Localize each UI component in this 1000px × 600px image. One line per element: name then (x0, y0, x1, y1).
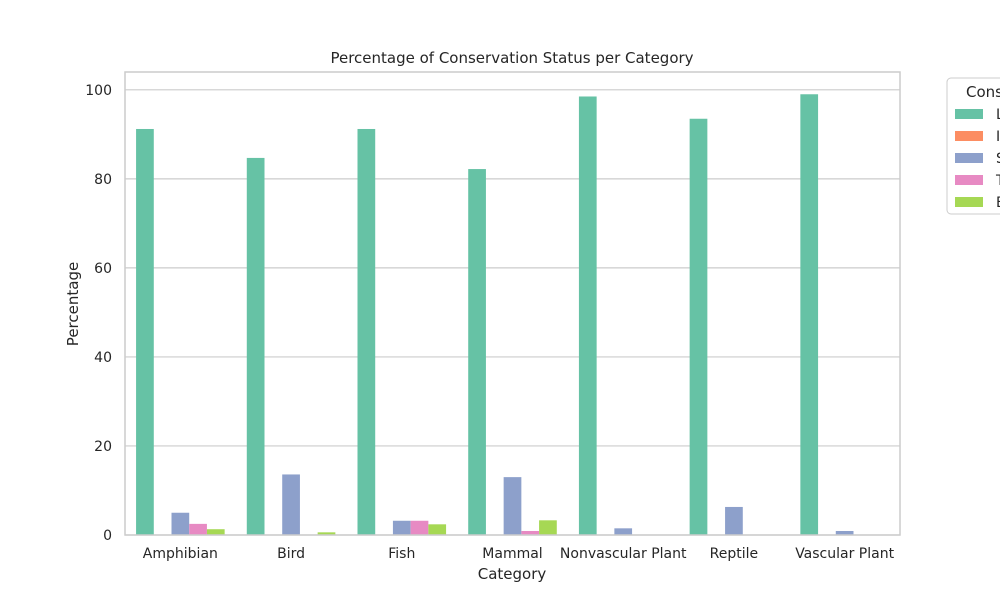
bar-s-bird (282, 474, 300, 535)
bar-l-reptile (689, 118, 708, 536)
bar-t-fish (410, 520, 429, 535)
x-tick-label: Amphibian (143, 546, 218, 562)
legend-swatch-i (955, 131, 983, 141)
legend-swatch-t (955, 175, 983, 185)
x-tick-label: Mammal (482, 546, 542, 562)
legend-label-s: S (996, 151, 1000, 167)
bar-e-fish (428, 524, 447, 535)
x-tick-label: Reptile (710, 546, 758, 562)
bar-l-vascular-plant (800, 94, 819, 535)
y-tick-label: 40 (94, 350, 112, 366)
plot-area: 0 20 40 60 80 100 Amphibian Bird Fish Mammal Nonva… (85, 71, 901, 562)
legend-label-t: T (995, 173, 1000, 189)
bar-s-nonvascular-plant (614, 528, 633, 535)
bar-l-fish (357, 128, 376, 535)
chart-title: Percentage of Conservation Status per Ca… (330, 49, 693, 67)
legend-title: Cons (966, 83, 1000, 101)
bar-l-nonvascular-plant (578, 96, 597, 535)
y-tick-label: 60 (94, 261, 112, 277)
plot-frame (124, 71, 901, 536)
y-tick-label: 100 (85, 83, 112, 99)
bar-s-reptile (725, 506, 743, 535)
bar-s-vascular-plant (835, 530, 854, 535)
bar-t-amphibian (189, 523, 207, 535)
bar-e-amphibian (206, 529, 225, 535)
y-tick-label: 0 (103, 528, 112, 544)
bar-e-mammal (539, 520, 557, 535)
legend: Cons LISTE (946, 77, 1000, 215)
legend-label-e: E (996, 195, 1000, 211)
bar-t-mammal (521, 530, 540, 535)
x-tick-label: Nonvascular Plant (560, 546, 687, 562)
legend-swatch-e (955, 197, 983, 207)
legend-label-i: I (996, 129, 1000, 145)
x-tick-label: Vascular Plant (795, 546, 894, 562)
y-axis-label: Percentage (64, 262, 82, 346)
bar-e-bird (317, 532, 336, 535)
bar-s-mammal (503, 477, 522, 535)
bar-l-bird (246, 157, 265, 535)
legend-label-l: L (996, 107, 1000, 123)
legend-swatch-l (955, 109, 983, 119)
x-axis-label: Category (478, 565, 547, 583)
bar-s-amphibian (171, 512, 190, 535)
plot-background (125, 72, 900, 535)
legend-swatch-s (955, 153, 983, 163)
bar-s-fish (392, 520, 411, 535)
bar-l-mammal (468, 169, 486, 535)
x-tick-label: Bird (277, 546, 305, 562)
x-tick-label: Fish (388, 546, 415, 562)
y-tick-label: 80 (94, 172, 112, 188)
y-tick-label: 20 (94, 439, 112, 455)
bar-l-amphibian (136, 128, 154, 535)
